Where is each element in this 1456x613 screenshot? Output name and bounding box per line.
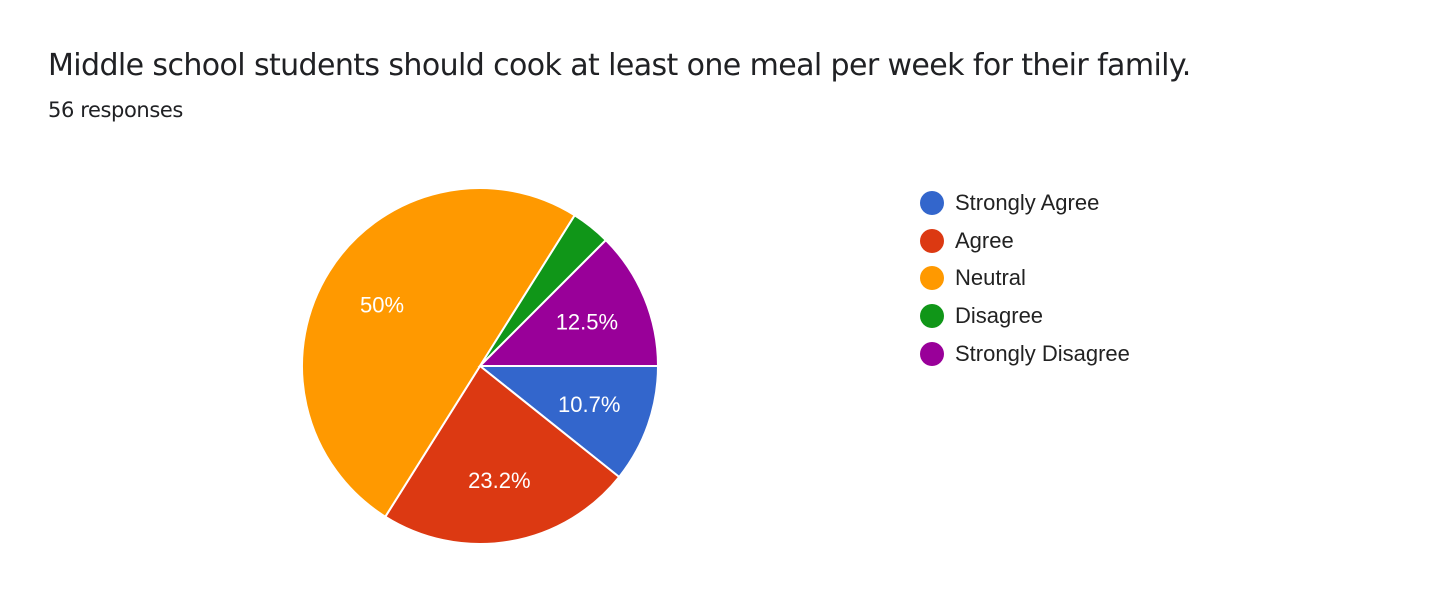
legend-swatch-icon (920, 304, 944, 329)
pie-slice-strongly-agree[interactable] (477, 365, 660, 479)
legend-label: Strongly Disagree (955, 341, 1130, 367)
pie-slice-agree[interactable] (383, 364, 621, 545)
slice-percent-label: 12.5% (556, 310, 618, 335)
legend-item-disagree[interactable]: Disagree (920, 297, 1130, 335)
legend-swatch-icon (920, 228, 944, 253)
legend-label: Strongly Agree (955, 189, 1100, 215)
legend-item-neutral[interactable]: Neutral (920, 260, 1130, 298)
pie-slice-neutral[interactable] (301, 187, 577, 519)
legend-label: Neutral (955, 265, 1026, 291)
legend-item-agree[interactable]: Agree (920, 222, 1130, 260)
slice-percent-label: 10.7% (558, 392, 620, 417)
legend-label: Disagree (955, 303, 1044, 329)
legend-swatch-icon (920, 266, 944, 291)
legend-swatch-icon (920, 342, 944, 367)
pie-slice-strongly-disagree[interactable] (477, 238, 660, 367)
chart-legend: Strongly Agree Agree Neutral Disagree St… (920, 184, 1130, 373)
response-count: 56 responses (48, 98, 183, 122)
legend-swatch-icon (920, 190, 944, 215)
chart-title: Middle school students should cook at le… (48, 48, 1191, 83)
legend-item-strongly-agree[interactable]: Strongly Agree (920, 184, 1130, 222)
slice-percent-label: 23.2% (468, 468, 530, 493)
legend-label: Agree (955, 227, 1014, 253)
slice-percent-label: 50% (360, 292, 404, 317)
legend-item-strongly-disagree[interactable]: Strongly Disagree (920, 335, 1130, 373)
